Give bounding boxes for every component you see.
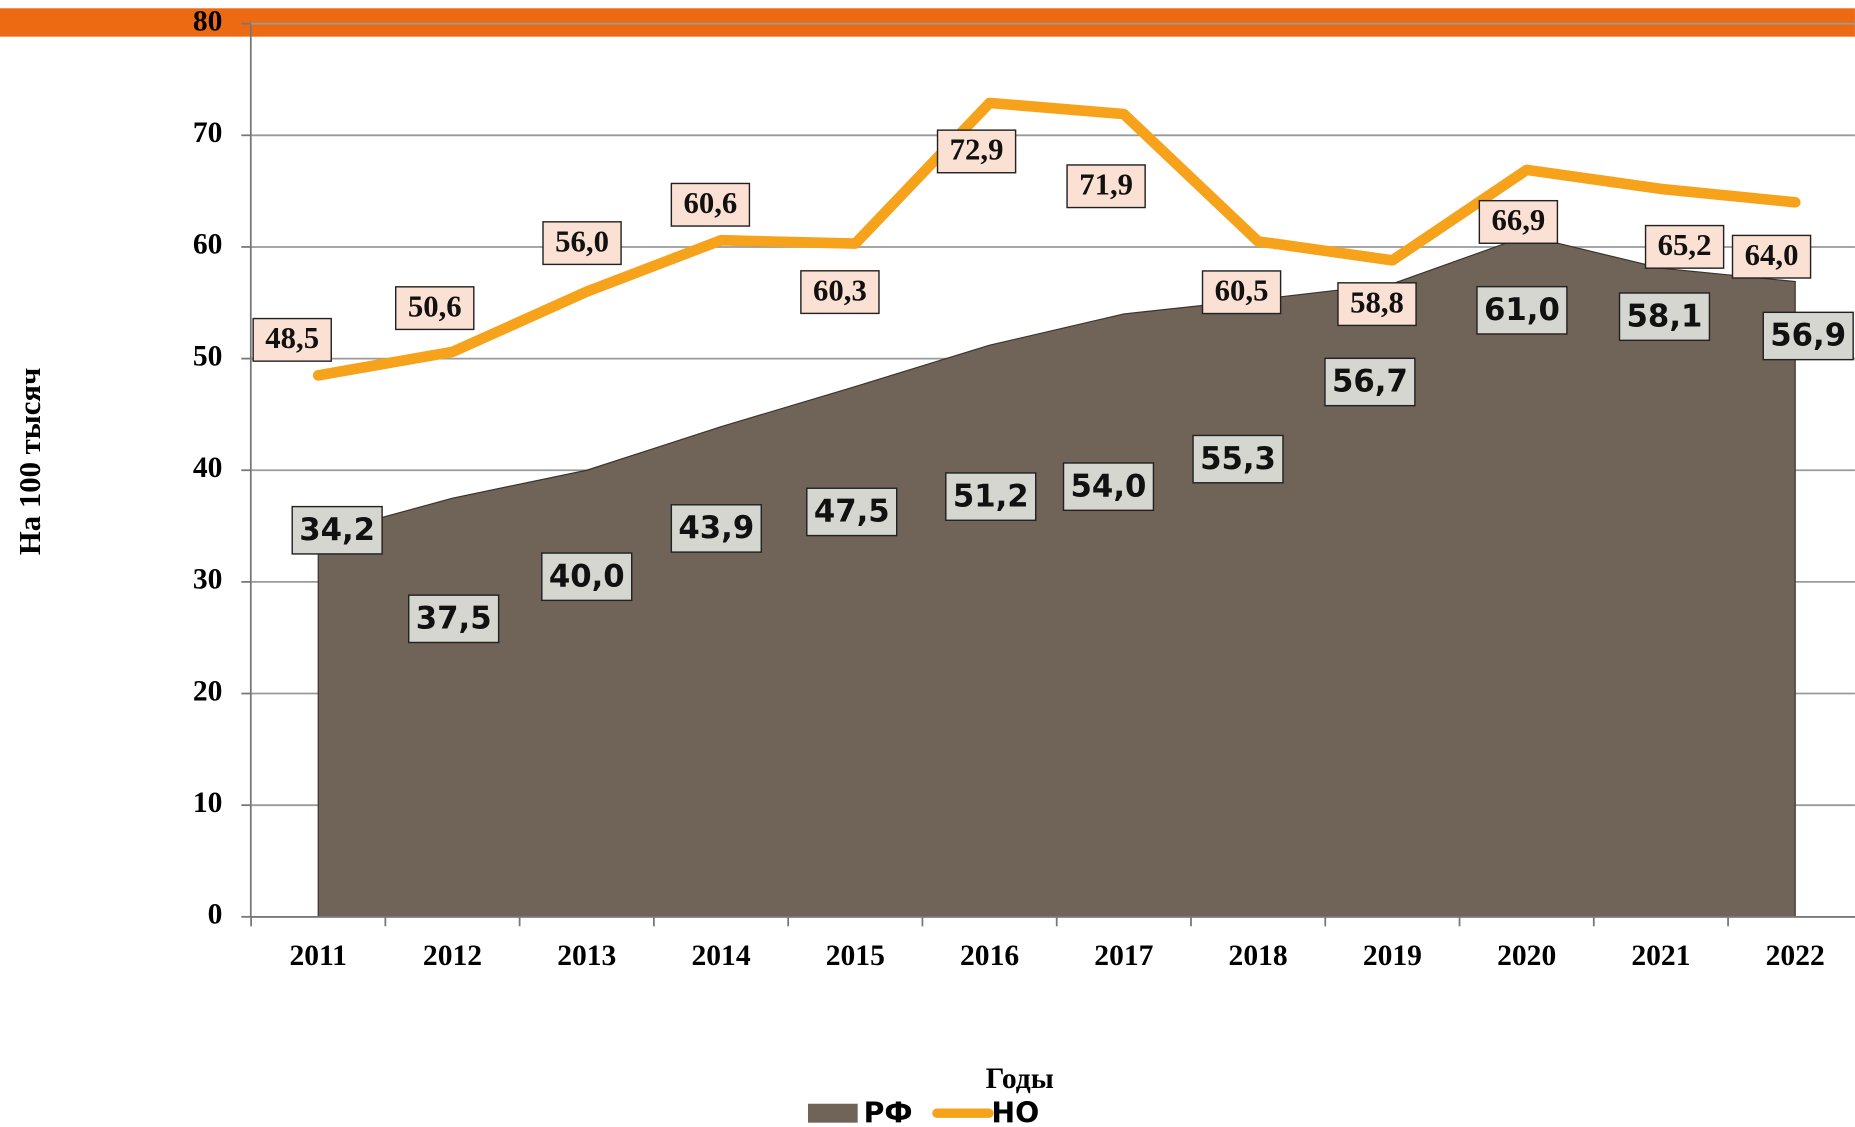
data-label: 37,5 [416,601,492,637]
x-tick-label: 2016 [960,940,1019,972]
y-tick-label: 0 [208,899,223,931]
data-label-box [945,472,1037,521]
y-tick-label: 50 [193,340,223,372]
legend-swatch [807,1103,858,1123]
y-tick-label: 10 [193,787,223,819]
data-label: 34,2 [299,512,375,548]
data-label-box [1337,282,1417,327]
data-label-box [408,594,500,644]
data-label: 60,6 [683,186,737,220]
data-label-box [800,270,880,315]
x-tick-label: 2013 [557,940,616,972]
data-label: 72,9 [950,133,1004,167]
data-label-box [936,129,1017,174]
x-tick-label: 2012 [423,940,482,972]
y-axis-label: На 100 тысяч [13,368,47,556]
data-label: 58,1 [1627,298,1703,334]
data-label: 51,2 [953,478,1029,514]
data-label: 65,2 [1658,228,1712,262]
data-label-box [1476,285,1568,335]
x-tick-label: 2011 [289,940,347,972]
y-tick-label: 30 [193,564,223,596]
x-tick-label: 2019 [1363,940,1422,972]
data-label-box [1731,234,1812,279]
data-label-box [542,221,622,266]
x-tick-label: 2020 [1497,940,1556,972]
data-label: 60,3 [813,273,867,307]
header-band [0,8,1855,37]
data-label-box [1324,357,1416,407]
data-label: 43,9 [678,510,754,546]
data-label: 66,9 [1491,203,1545,237]
data-label-box [1066,164,1146,209]
data-label-box [670,182,751,227]
data-label: 55,3 [1200,441,1276,477]
x-tick-label: 2014 [691,940,750,972]
line [312,97,1801,381]
x-axis-label: Годы [986,1063,1054,1095]
data-label: 64,0 [1745,238,1799,272]
data-label: 40,0 [549,558,625,594]
x-tick-label: 2017 [1094,940,1153,972]
data-label-box [291,505,383,555]
data-label-box [1062,462,1155,512]
data-label: 61,0 [1484,292,1560,328]
data-label-box [1762,311,1854,361]
data-label-box [806,487,898,537]
x-tick-label: 2015 [826,940,885,972]
data-label-box [1478,199,1559,244]
legend-label: НО [991,1096,1039,1127]
data-label: 47,5 [814,494,890,530]
data-label-box [1192,434,1284,484]
data-label: 58,8 [1350,285,1404,319]
data-label: 71,9 [1079,168,1133,202]
data-label-box [252,317,332,362]
y-tick-label: 80 [193,5,223,37]
data-label: 56,7 [1332,364,1408,400]
data-label: 50,6 [408,289,462,323]
x-tick-label: 2018 [1229,940,1288,972]
y-tick-label: 60 [193,229,223,261]
data-label-box [1201,270,1282,315]
data-label-box [541,552,633,602]
legend-label: РФ [864,1096,913,1127]
y-tick-label: 40 [193,452,223,484]
data-label-box [395,286,475,331]
area [317,235,1796,918]
x-tick-label: 2022 [1766,940,1825,972]
data-label-box [670,504,762,553]
data-label: 48,5 [265,321,319,355]
data-label: 60,5 [1215,273,1269,307]
y-tick-label: 70 [193,117,223,149]
data-label: 56,0 [555,224,609,258]
data-label-box [1618,292,1711,342]
x-tick-label: 2021 [1631,940,1690,972]
data-label: 56,9 [1770,318,1846,354]
y-tick-label: 20 [193,675,223,707]
data-label-box [1644,224,1725,269]
data-label: 54,0 [1071,468,1147,504]
